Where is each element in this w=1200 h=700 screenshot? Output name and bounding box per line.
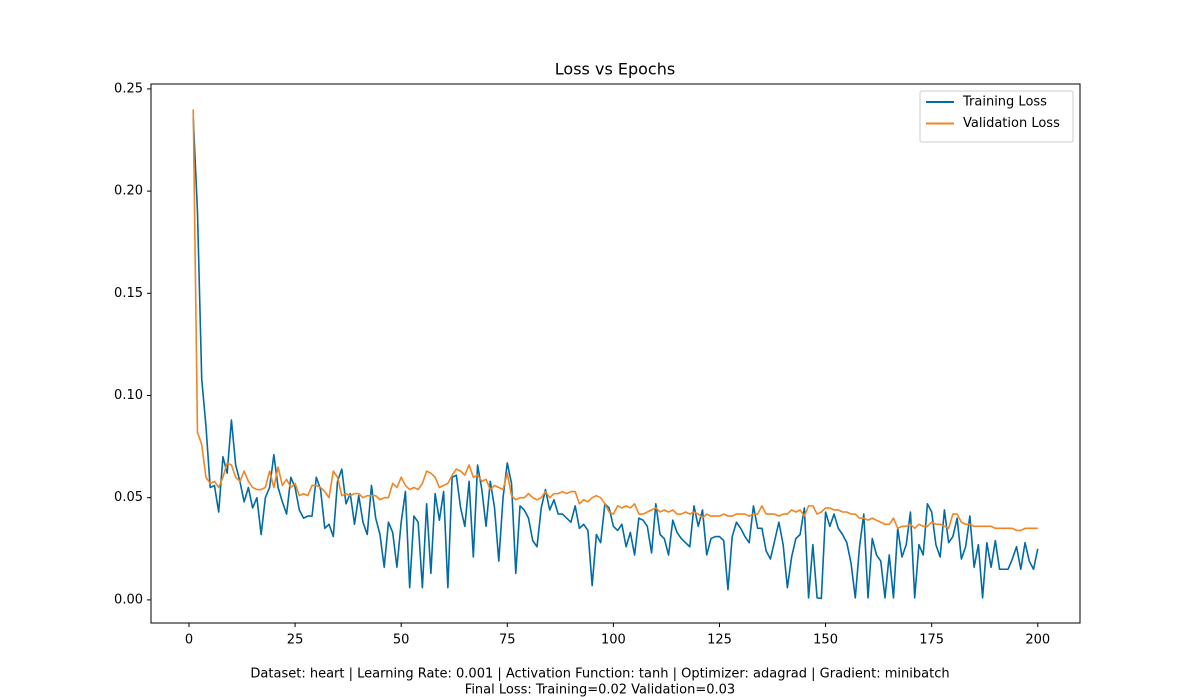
footnote: Dataset: heart | Learning Rate: 0.001 | … — [250, 667, 949, 682]
plot-frame — [150, 83, 1081, 624]
x-tick-label: 0 — [185, 633, 193, 648]
y-tick-label: 0.05 — [114, 490, 143, 505]
x-tick-label: 150 — [813, 633, 838, 648]
x-tick-label: 100 — [601, 633, 626, 648]
y-tick-label: 0.20 — [114, 184, 143, 199]
y-tick-label: 0.15 — [114, 286, 143, 301]
footnote: Final Loss: Training=0.02 Validation=0.0… — [465, 683, 735, 698]
x-tick-label: 25 — [287, 633, 304, 648]
legend-label: Validation Loss — [963, 116, 1060, 131]
legend-box — [919, 90, 1074, 143]
data-line — [192, 117, 1039, 600]
x-tick-label: 50 — [393, 633, 410, 648]
y-tick-label: 0.10 — [114, 388, 143, 403]
x-tick-label: 75 — [499, 633, 516, 648]
chart-title: Loss vs Epochs — [555, 60, 675, 79]
x-tick-label: 200 — [1025, 633, 1050, 648]
x-tick-label: 125 — [707, 633, 732, 648]
y-tick-label: 0.25 — [114, 81, 143, 96]
data-line — [192, 109, 1038, 532]
x-tick-label: 175 — [919, 633, 944, 648]
y-tick-label: 0.00 — [114, 592, 143, 607]
legend-label: Training Loss — [962, 95, 1047, 110]
